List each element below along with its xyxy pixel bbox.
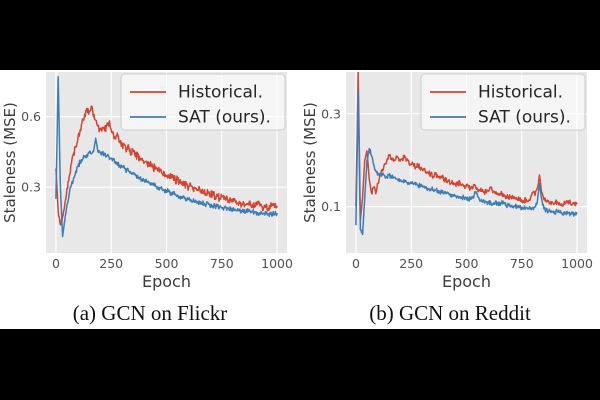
- x-tick-label: 750: [210, 256, 234, 271]
- y-axis-label: Staleness (MSE): [1, 102, 19, 223]
- x-tick-label: 500: [155, 256, 179, 271]
- y-tick-label: 0.3: [21, 180, 41, 195]
- chart-gcn-reddit: Historical.SAT (ours).0 250 500 750 10000.10…: [301, 72, 593, 291]
- y-tick-label: 0.3: [321, 106, 341, 121]
- y-tick-label: 0.1: [321, 199, 341, 214]
- series-line-historical: [55, 105, 278, 226]
- letterbox-top: [0, 0, 600, 70]
- x-tick-label: 1000: [261, 256, 293, 271]
- x-axis-label: Epoch: [442, 272, 491, 291]
- axis-labels: 0 250 500 750 1000 0.3 0.6 Epoch Staleness (MSE): [1, 102, 293, 291]
- y-axis-label: Staleness (MSE): [301, 102, 319, 223]
- chart-gcn-flickr: Historical.SAT (ours).0 250 500 750 10000.30…: [1, 72, 293, 291]
- legend-label: SAT (ours).: [178, 108, 271, 128]
- x-tick-label: 250: [399, 256, 423, 271]
- series-line-sat: [55, 75, 278, 238]
- legend: Historical. SAT (ours).: [420, 73, 586, 131]
- y-tick-label: 0.6: [21, 109, 41, 124]
- axis-labels: 0 250 500 750 1000 0.1 0.3 Epoch Staleness (MSE): [301, 102, 593, 291]
- letterbox-bottom: [0, 329, 600, 400]
- legend-box: [120, 73, 286, 131]
- series-group: [355, 72, 578, 236]
- figure-a: Historical. SAT (ours). 0 250 500 750 1000 0.3 0…: [0, 70, 300, 329]
- series-line-sat: [355, 89, 578, 236]
- x-tick-label: 0: [52, 256, 60, 271]
- legend-label: Historical.: [178, 83, 263, 103]
- caption-b: (b) GCN on Reddit: [369, 301, 531, 325]
- legend-label: SAT (ours).: [478, 108, 571, 128]
- x-tick-label: 500: [455, 256, 479, 271]
- figure-b: Historical. SAT (ours). 0 250 500 750 1000 0.1 0…: [300, 70, 600, 329]
- caption-a: (a) GCN on Flickr: [72, 301, 228, 325]
- x-axis-label: Epoch: [142, 272, 191, 291]
- series-line-historical: [355, 72, 578, 222]
- legend-label: Historical.: [478, 83, 563, 103]
- x-tick-label: 0: [352, 256, 360, 271]
- figure-band: Historical. SAT (ours). 0 250 500 750 1000 0.3 0…: [0, 70, 600, 329]
- x-tick-label: 1000: [561, 256, 593, 271]
- x-tick-label: 250: [99, 256, 123, 271]
- legend-box: [420, 73, 586, 131]
- x-tick-label: 750: [510, 256, 534, 271]
- series-group: [55, 75, 278, 238]
- legend: Historical. SAT (ours).: [120, 73, 286, 131]
